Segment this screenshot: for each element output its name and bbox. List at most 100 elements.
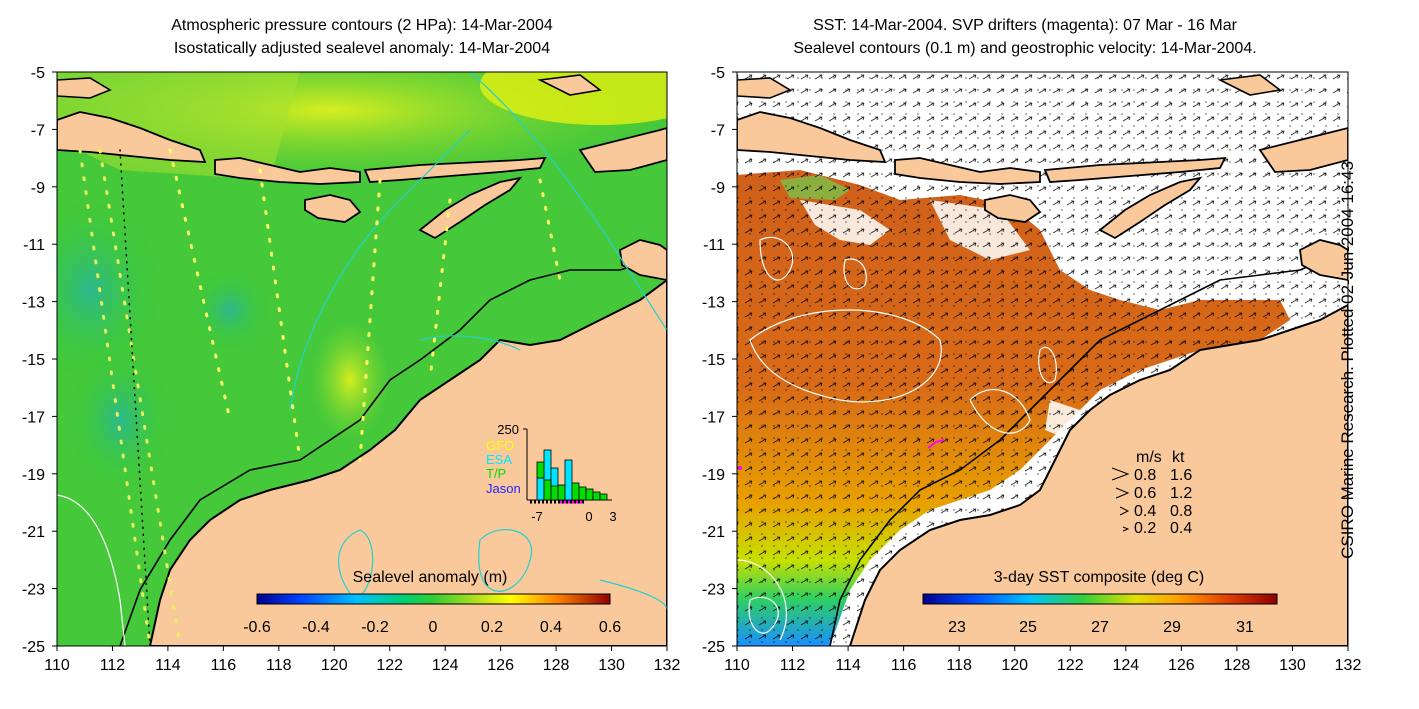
inset-legend-jason: Jason xyxy=(486,481,521,496)
left-colorbar-tick: -0.6 xyxy=(243,619,271,636)
right-colorbar-label: 3-day SST composite (deg C) xyxy=(994,569,1204,586)
velocity-legend-kt: 0.4 xyxy=(1170,520,1192,537)
velocity-legend-ms: 0.8 xyxy=(1134,467,1156,484)
velocity-arrow-02 xyxy=(1122,526,1130,532)
lat-tick-label: -21 xyxy=(22,524,45,541)
inset-legend-gfo: GFO xyxy=(486,438,514,453)
velocity-legend-ms: 0.2 xyxy=(1134,520,1156,537)
left-pressure-contour-6 xyxy=(57,494,126,646)
lon-tick-label: 116 xyxy=(891,657,917,674)
velocity-arrow-04 xyxy=(1119,506,1130,516)
velocity-legend-ms: 0.6 xyxy=(1134,485,1156,502)
left-title-line1: Atmospheric pressure contours (2 HPa): 1… xyxy=(171,17,553,34)
lon-tick-label: 124 xyxy=(432,657,459,674)
left-title-line2: Isostatically adjusted sealevel anomaly:… xyxy=(173,40,551,57)
velocity-legend-kt: 1.2 xyxy=(1170,485,1192,502)
left-inset-histogram: 250 GFO ESA T/P Jason -7 0 3 xyxy=(486,422,617,524)
right-colorbar-tick: 25 xyxy=(1019,619,1037,636)
velocity-arrow-08 xyxy=(1111,467,1130,481)
lat-tick-label: -13 xyxy=(22,295,45,312)
left-land-australia xyxy=(148,278,667,646)
inset-legend-tp: T/P xyxy=(486,466,506,481)
right-title-line1: SST: 14-Mar-2004. SVP drifters (magenta)… xyxy=(813,17,1237,34)
lat-tick-label: -19 xyxy=(702,467,725,484)
lon-tick-label: 114 xyxy=(835,657,861,674)
lon-tick-label: 128 xyxy=(543,657,570,674)
lon-tick-label: 128 xyxy=(1224,657,1251,674)
left-coastline-outer xyxy=(119,254,667,646)
left-land-north-fragments xyxy=(57,74,602,99)
left-low-anomaly-sw xyxy=(70,350,170,490)
credit-text: CSIRO Marine Research. Plotted 02-Jun-20… xyxy=(1338,161,1357,559)
right-colorbar-tick: 31 xyxy=(1236,619,1254,636)
lon-tick-label: 112 xyxy=(100,657,126,674)
right-coastline-outer xyxy=(829,249,1348,646)
right-colorbar-tick: 29 xyxy=(1163,619,1181,636)
left-low-anomaly-center xyxy=(190,270,270,350)
left-land-flores xyxy=(363,156,547,183)
lat-tick-label: -5 xyxy=(711,65,725,82)
inset-ytick: 250 xyxy=(497,422,519,437)
right-drifter-track xyxy=(927,439,945,449)
lon-tick-label: 130 xyxy=(598,657,625,674)
left-land-sumba xyxy=(304,194,362,223)
lat-tick-label: -21 xyxy=(702,524,725,541)
left-colorbar-tick: 0.6 xyxy=(599,619,621,636)
left-colorbar-ticks: -0.6 -0.4 -0.2 0 0.2 0.4 0.6 xyxy=(243,619,621,636)
left-land-bali-lombok xyxy=(214,157,361,185)
left-land-java xyxy=(57,111,207,163)
right-axes: 110 112 114 116 118 120 122 124 126 128 130 132 -5 -7… xyxy=(702,65,1362,674)
left-pressure-contour-7 xyxy=(599,579,667,611)
lat-tick-label: -15 xyxy=(22,352,45,369)
left-satellite-tracks xyxy=(78,148,562,646)
left-colorbar-label: Sealevel anomaly (m) xyxy=(353,569,508,586)
left-colorbar-tick: -0.2 xyxy=(361,619,389,636)
lon-tick-label: 110 xyxy=(44,657,70,674)
left-colorbar-tick: 0.4 xyxy=(540,619,562,636)
lat-tick-label: -25 xyxy=(22,639,45,656)
left-colorbar-tick: 0 xyxy=(429,619,438,636)
lon-tick-label: 118 xyxy=(946,657,972,674)
lat-tick-label: -11 xyxy=(703,237,725,254)
lat-tick-label: -15 xyxy=(702,352,725,369)
right-map xyxy=(737,72,1348,646)
right-colorbar-tick: 23 xyxy=(948,619,966,636)
left-axes: 110 112 114 116 118 120 122 124 126 128 130 132 -5 -7… xyxy=(22,65,681,674)
lat-tick-label: -19 xyxy=(22,467,45,484)
lon-tick-label: 132 xyxy=(654,657,681,674)
lat-tick-label: -23 xyxy=(702,582,725,599)
right-land-sumba xyxy=(984,194,1042,223)
lon-tick-label: 120 xyxy=(321,657,348,674)
left-pressure-contour-2 xyxy=(289,129,471,411)
right-colorbar-ticks: 23 25 27 29 31 xyxy=(948,619,1254,636)
lat-tick-label: -13 xyxy=(702,295,725,312)
left-high-anomaly-ne xyxy=(480,72,667,125)
lon-tick-label: 122 xyxy=(376,657,403,674)
left-land-southern-island xyxy=(619,239,667,281)
velocity-legend: m/s kt 0.8 1.6 0.6 1.2 0.4 0.8 0.2 0.4 xyxy=(1111,449,1192,537)
right-colorbar-tick: 27 xyxy=(1091,619,1109,636)
right-land-java xyxy=(737,111,887,163)
lat-tick-label: -25 xyxy=(702,639,725,656)
right-land-ne-island xyxy=(1258,127,1348,173)
lon-tick-label: 114 xyxy=(155,657,181,674)
right-land-flores xyxy=(1043,156,1227,183)
velocity-legend-kt: 0.8 xyxy=(1170,503,1192,520)
inset-legend-esa: ESA xyxy=(486,452,512,467)
left-colorbar xyxy=(256,593,611,605)
velocity-legend-kt: 1.6 xyxy=(1170,467,1192,484)
lon-tick-label: 110 xyxy=(724,657,750,674)
velocity-arrow-06 xyxy=(1115,487,1130,499)
lat-tick-label: -9 xyxy=(711,180,725,197)
velocity-legend-ms: 0.4 xyxy=(1134,503,1156,520)
inset-xtick: 0 xyxy=(585,509,592,524)
left-pressure-contour-4 xyxy=(478,529,533,592)
lat-tick-label: -11 xyxy=(23,237,45,254)
lon-tick-label: 130 xyxy=(1279,657,1306,674)
left-pressure-contour-5 xyxy=(419,335,521,351)
lat-tick-label: -23 xyxy=(22,582,45,599)
left-land-ne-island xyxy=(578,127,667,173)
lon-tick-label: 126 xyxy=(1168,657,1195,674)
right-drifter-edge xyxy=(738,466,742,470)
